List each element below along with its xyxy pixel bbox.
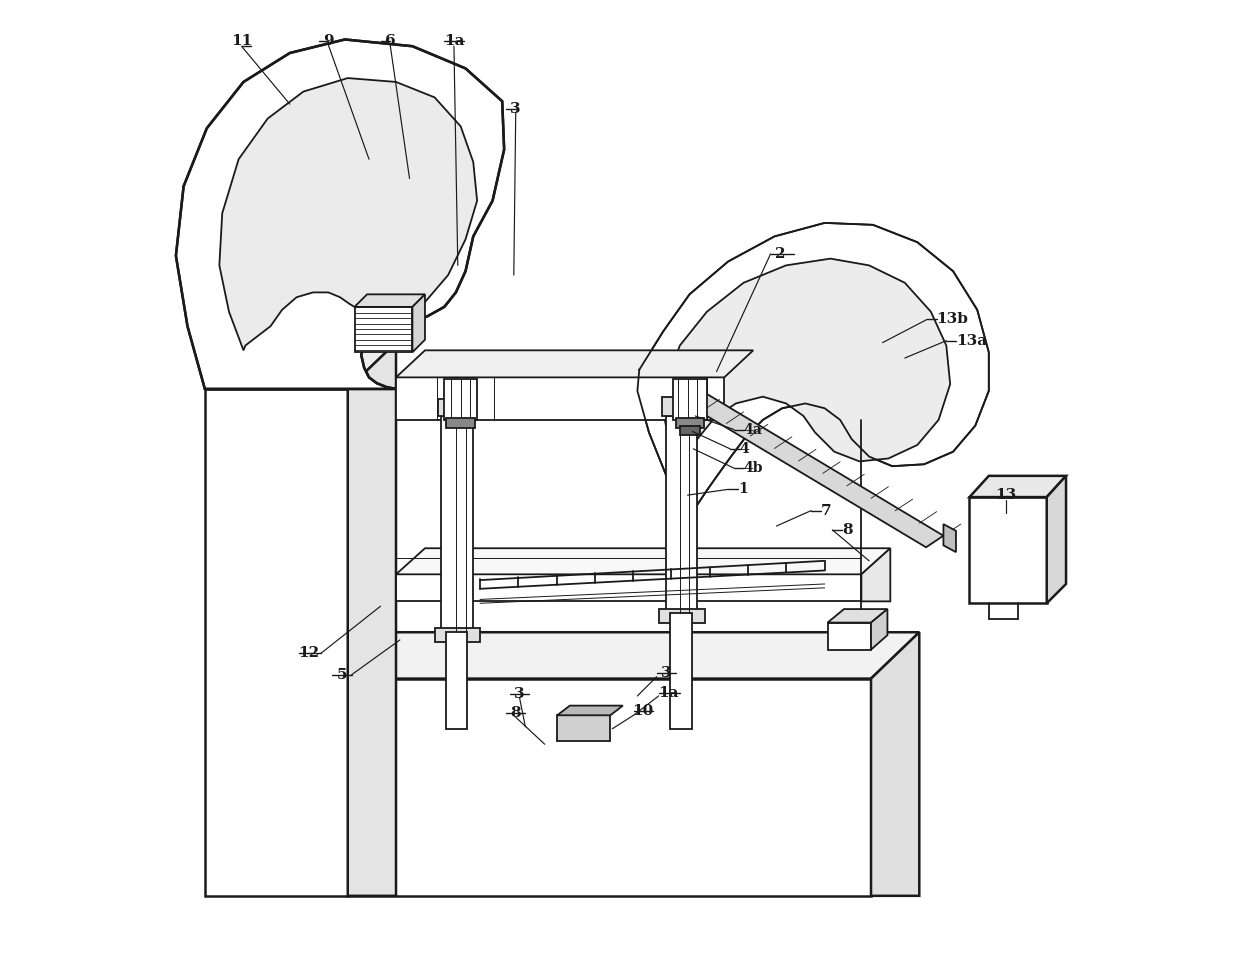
Text: 2: 2 <box>775 247 785 261</box>
Text: 3: 3 <box>515 687 525 701</box>
Polygon shape <box>396 574 862 601</box>
Polygon shape <box>435 628 480 642</box>
Text: 11: 11 <box>231 34 252 49</box>
Polygon shape <box>396 351 753 378</box>
Polygon shape <box>347 343 396 896</box>
Polygon shape <box>678 387 944 548</box>
Polygon shape <box>662 397 701 416</box>
Polygon shape <box>670 613 692 729</box>
Text: 1a: 1a <box>658 686 678 700</box>
Text: 13a: 13a <box>956 334 987 348</box>
Polygon shape <box>827 609 888 622</box>
Text: 13: 13 <box>996 488 1017 502</box>
Polygon shape <box>446 418 475 427</box>
Polygon shape <box>444 380 477 419</box>
Polygon shape <box>970 497 1047 603</box>
Polygon shape <box>827 622 870 650</box>
Polygon shape <box>441 416 474 632</box>
Polygon shape <box>970 476 1066 497</box>
Text: 4a: 4a <box>744 422 763 437</box>
Text: 10: 10 <box>632 704 653 719</box>
Polygon shape <box>666 416 697 613</box>
Polygon shape <box>347 632 919 679</box>
Polygon shape <box>557 716 610 741</box>
Polygon shape <box>355 294 425 307</box>
Polygon shape <box>219 78 477 351</box>
Text: 7: 7 <box>821 504 832 518</box>
Polygon shape <box>1047 476 1066 603</box>
Text: 3: 3 <box>661 666 672 680</box>
Polygon shape <box>205 389 347 896</box>
Text: 1: 1 <box>738 483 748 496</box>
Text: 4b: 4b <box>744 461 763 475</box>
Text: 8: 8 <box>511 706 521 720</box>
Text: 3: 3 <box>511 102 521 116</box>
Text: 12: 12 <box>299 647 320 660</box>
Polygon shape <box>637 223 988 522</box>
Polygon shape <box>347 679 870 896</box>
Text: 1a: 1a <box>444 34 464 49</box>
Polygon shape <box>870 632 919 896</box>
Polygon shape <box>176 40 505 389</box>
Polygon shape <box>862 549 890 601</box>
Polygon shape <box>439 399 475 416</box>
Polygon shape <box>658 609 706 622</box>
Polygon shape <box>673 380 707 419</box>
Polygon shape <box>557 706 622 716</box>
Text: 5: 5 <box>337 668 347 682</box>
Polygon shape <box>205 343 396 389</box>
Text: 8: 8 <box>842 523 853 537</box>
Polygon shape <box>870 609 888 650</box>
Text: 13b: 13b <box>936 313 968 326</box>
Polygon shape <box>446 632 467 729</box>
Polygon shape <box>396 549 890 574</box>
Polygon shape <box>355 307 413 352</box>
Text: 9: 9 <box>324 34 334 49</box>
Polygon shape <box>680 425 701 435</box>
Polygon shape <box>676 418 704 427</box>
Polygon shape <box>413 294 425 352</box>
Polygon shape <box>396 378 724 419</box>
Text: 6: 6 <box>384 34 396 49</box>
Polygon shape <box>944 524 956 552</box>
Polygon shape <box>658 258 950 464</box>
Text: 4: 4 <box>740 442 749 455</box>
